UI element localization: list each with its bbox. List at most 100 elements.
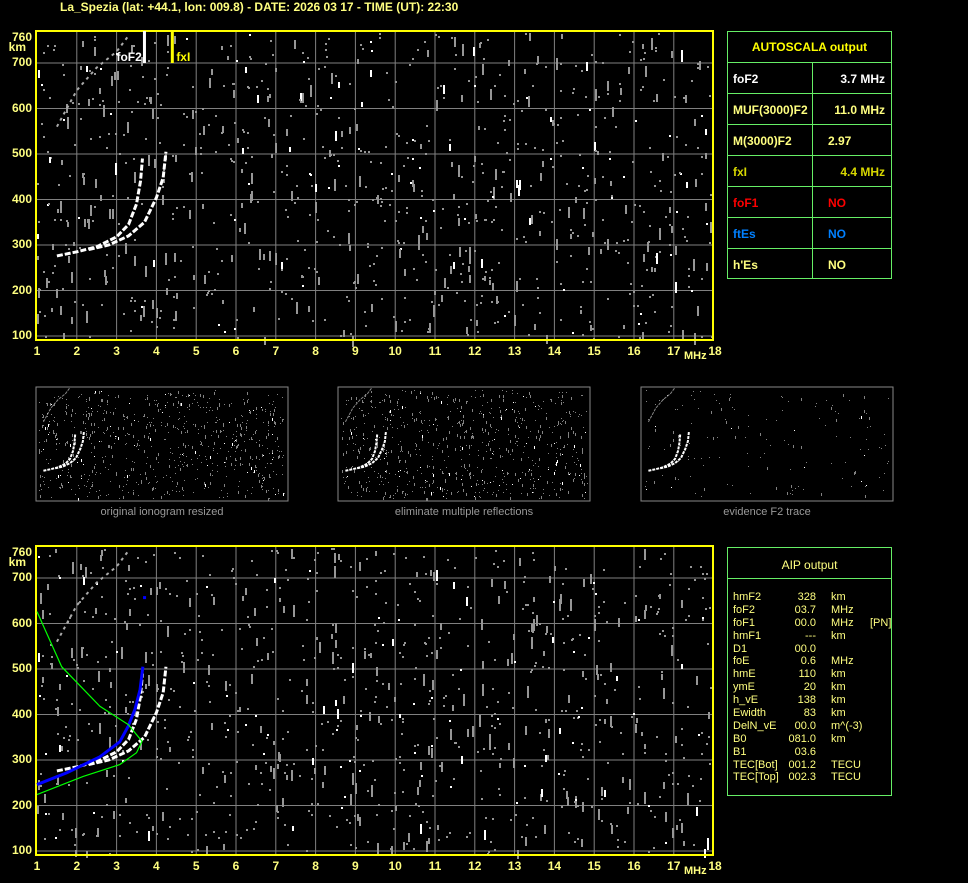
noise-dot xyxy=(45,753,47,755)
thumbnail-noise-dot xyxy=(95,393,96,394)
noise-dot xyxy=(384,220,386,222)
thumbnail-noise-dot xyxy=(147,397,148,400)
thumbnail-noise-dot xyxy=(169,465,170,468)
noise-dot xyxy=(413,184,415,192)
noise-dot xyxy=(39,311,41,313)
thumbnail-noise-dot xyxy=(414,390,415,391)
aip-unit: km xyxy=(831,591,846,603)
noise-dot xyxy=(503,120,505,122)
noise-dot xyxy=(125,243,127,254)
noise-dot xyxy=(498,596,500,604)
noise-dot xyxy=(395,81,397,83)
noise-dot xyxy=(50,644,52,646)
noise-dot xyxy=(128,565,130,571)
noise-dot xyxy=(594,142,596,151)
thumbnail-noise-dot xyxy=(412,418,413,419)
noise-dot xyxy=(56,699,58,701)
noise-dot xyxy=(333,548,335,550)
thumbnail-noise-dot xyxy=(195,424,196,427)
noise-dot xyxy=(523,581,525,583)
thumbnail-noise-dot xyxy=(448,456,449,457)
thumbnail-noise-dot xyxy=(402,491,403,494)
thumbnail-noise-dot xyxy=(43,420,44,421)
noise-dot xyxy=(535,662,537,664)
noise-dot xyxy=(493,189,495,200)
noise-dot xyxy=(433,305,435,317)
thumbnail-noise-dot xyxy=(518,438,519,439)
noise-dot xyxy=(436,737,438,739)
thumbnail-noise-dot xyxy=(140,474,141,475)
thumbnail-noise-dot xyxy=(566,412,567,413)
thumbnail-noise-dot xyxy=(460,424,461,427)
noise-dot xyxy=(189,210,191,219)
autoscala-value: 3.7 MHz xyxy=(840,72,885,86)
aip-row: hmF1 --- km xyxy=(728,630,891,643)
noise-dot xyxy=(513,634,515,640)
noise-dot xyxy=(67,222,69,227)
noise-dot xyxy=(278,318,280,320)
thumbnail-noise-dot xyxy=(404,471,405,472)
thumbnail-noise-dot xyxy=(530,479,531,480)
noise-dot xyxy=(273,191,275,193)
noise-dot xyxy=(78,217,80,219)
thumbnail-noise-dot xyxy=(217,407,218,410)
noise-dot xyxy=(588,247,590,255)
noise-dot xyxy=(676,211,678,213)
noise-dot xyxy=(145,266,147,277)
thumbnail-noise-dot xyxy=(456,477,457,480)
noise-dot xyxy=(94,73,96,75)
noise-dot xyxy=(112,195,114,197)
noise-dot xyxy=(568,207,570,218)
noise-dot xyxy=(503,560,505,562)
noise-dot xyxy=(111,641,113,643)
noise-dot xyxy=(152,109,154,119)
thumbnail-noise-dot xyxy=(242,416,243,417)
noise-dot xyxy=(315,202,317,213)
noise-dot xyxy=(73,659,75,661)
noise-dot xyxy=(198,615,200,617)
thumbnail-noise-dot xyxy=(655,426,656,427)
noise-dot xyxy=(466,597,468,606)
thumbnail-noise-dot xyxy=(407,471,408,474)
thumbnail-noise-dot xyxy=(151,446,152,447)
noise-dot xyxy=(376,680,378,682)
thumbnail-noise-dot xyxy=(548,467,549,468)
thumbnail-noise-dot xyxy=(364,423,365,424)
thumbnail-noise-dot xyxy=(861,416,862,419)
thumbnail-noise-dot xyxy=(386,452,387,455)
thumbnail-noise-dot xyxy=(153,469,154,470)
noise-dot xyxy=(186,580,188,582)
noise-dot xyxy=(624,602,626,604)
noise-dot xyxy=(435,34,437,36)
thumbnail-noise-dot xyxy=(522,484,523,487)
thumbnail-noise-dot xyxy=(515,419,516,422)
noise-dot xyxy=(266,606,268,608)
thumbnail-noise-dot xyxy=(556,457,557,458)
thumbnail-noise-dot xyxy=(343,453,344,456)
noise-dot xyxy=(391,846,393,856)
noise-dot xyxy=(539,211,541,213)
noise-dot xyxy=(501,186,503,188)
thumbnail-noise-dot xyxy=(59,487,60,488)
thumbnail-noise-dot xyxy=(515,402,516,403)
thumbnail-noise-dot xyxy=(193,492,194,493)
thumbnail-noise-dot xyxy=(402,390,403,391)
noise-dot xyxy=(458,165,460,177)
thumbnail-noise-dot xyxy=(682,405,683,406)
aip-value: 00.0 xyxy=(794,719,816,732)
thumbnail-noise-dot xyxy=(284,493,285,494)
noise-dot xyxy=(404,321,406,323)
noise-dot xyxy=(200,147,202,149)
thumbnail-noise-dot xyxy=(398,409,399,410)
noise-dot xyxy=(686,240,688,242)
noise-dot xyxy=(464,218,466,220)
noise-dot xyxy=(577,805,579,807)
noise-dot xyxy=(370,653,372,658)
thumbnail-noise-dot xyxy=(180,403,181,406)
noise-dot xyxy=(440,647,442,649)
thumbnail-noise-dot xyxy=(577,458,578,459)
thumbnail-noise-dot xyxy=(562,454,563,455)
noise-dot xyxy=(579,634,581,636)
thumbnail-noise-dot xyxy=(425,482,426,483)
noise-dot xyxy=(269,94,271,98)
